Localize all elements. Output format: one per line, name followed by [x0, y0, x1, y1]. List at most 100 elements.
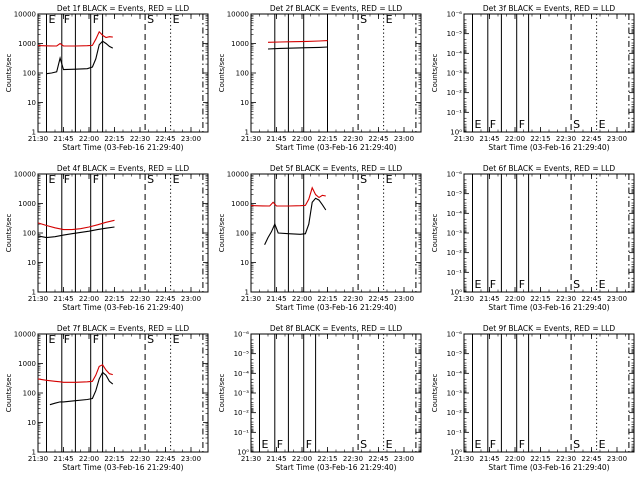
x-tick-label: 23:00 [394, 295, 414, 303]
y-tick-label: 10⁰ [450, 289, 462, 297]
x-tick-label: 21:45 [53, 455, 73, 463]
series-line [267, 46, 328, 50]
y-tick-label: 10⁻² [447, 249, 463, 257]
y-tick-label: 10⁻⁴ [447, 210, 463, 218]
chart-title: Det 9f BLACK = Events, RED = LLD [483, 324, 616, 333]
event-marker-label: S [573, 118, 580, 131]
x-tick-label: 22:45 [581, 135, 601, 143]
y-axis-label: Counts/sec [218, 214, 226, 253]
x-tick-label: 22:15 [317, 295, 337, 303]
y-tick-label: 10⁻¹ [447, 269, 463, 277]
panel-6: Det 6f BLACK = Events, RED = LLD 10⁰ 10⁻¹ 1… [431, 164, 635, 312]
series-line [267, 40, 328, 43]
event-marker-label: E [599, 438, 606, 451]
plot-frame [250, 333, 422, 453]
x-tick-label: 21:30 [28, 135, 48, 143]
x-tick-label: 21:30 [454, 455, 474, 463]
y-axis-label: Counts/sec [431, 374, 439, 413]
x-tick-label: 22:00 [292, 295, 312, 303]
y-tick-label: 10⁻⁴ [447, 370, 463, 378]
series-line [264, 197, 327, 245]
event-marker-label: F [64, 333, 70, 346]
y-axis-label: Counts/sec [5, 214, 13, 253]
y-tick-label: 10000 [227, 171, 249, 179]
x-tick-label: 21:30 [241, 135, 261, 143]
event-marker-label: F [490, 438, 496, 451]
x-tick-label: 21:30 [28, 455, 48, 463]
chart-title: Det 3f BLACK = Events, RED = LLD [483, 4, 616, 13]
y-axis-label: Counts/sec [431, 214, 439, 253]
x-axis-label: Start Time (03-Feb-16 21:29:40) [62, 303, 183, 312]
x-tick-label: 22:15 [530, 295, 550, 303]
x-tick-label: 22:15 [530, 455, 550, 463]
x-tick-label: 22:15 [317, 455, 337, 463]
y-tick-label: 10⁰ [237, 449, 249, 457]
y-tick-label: 10⁻⁵ [447, 30, 463, 38]
x-axis-label: Start Time (03-Feb-16 21:29:40) [275, 463, 396, 472]
y-tick-label: 10⁻⁶ [447, 11, 463, 19]
x-tick-label: 23:00 [181, 295, 201, 303]
y-tick-label: 10⁻¹ [447, 109, 463, 117]
y-tick-label: 10⁻⁴ [234, 370, 250, 378]
y-tick-label: 10⁻⁵ [234, 350, 250, 358]
y-tick-label: 1000 [18, 40, 36, 48]
plot-frame [250, 13, 422, 133]
y-tick-label: 10⁻⁴ [447, 50, 463, 58]
x-axis-label: Start Time (03-Feb-16 21:29:40) [62, 463, 183, 472]
y-tick-label: 10000 [14, 171, 36, 179]
y-axis-label: Counts/sec [431, 54, 439, 93]
panel-8: Det 8f BLACK = Events, RED = LLD 10⁰ 10⁻¹ 1… [218, 324, 422, 472]
x-tick-label: 22:30 [343, 295, 363, 303]
x-axis-label: Start Time (03-Feb-16 21:29:40) [275, 143, 396, 152]
y-tick-label: 10 [240, 259, 249, 267]
y-tick-label: 1000 [18, 200, 36, 208]
y-tick-label: 100 [23, 390, 36, 398]
panel-7: Det 7f BLACK = Events, RED = LLD 1 10 100 10… [5, 324, 209, 472]
y-tick-label: 10 [240, 99, 249, 107]
event-marker-label: E [49, 333, 56, 346]
event-marker-label: E [173, 173, 180, 186]
x-tick-label: 22:45 [155, 135, 175, 143]
y-tick-label: 1 [245, 129, 249, 137]
series-line [46, 40, 114, 75]
event-marker-label: E [173, 333, 180, 346]
event-marker-label: F [93, 13, 99, 26]
x-tick-label: 22:00 [292, 455, 312, 463]
x-axis-label: Start Time (03-Feb-16 21:29:40) [488, 303, 609, 312]
y-tick-label: 1 [32, 129, 36, 137]
series-line [37, 219, 115, 231]
event-marker-label: F [519, 278, 525, 291]
event-marker-label: F [277, 438, 283, 451]
y-tick-label: 1 [245, 289, 249, 297]
event-marker-label: E [475, 118, 482, 131]
x-tick-label: 21:45 [266, 295, 286, 303]
plot-frame [463, 173, 635, 293]
event-marker-label: F [64, 13, 70, 26]
event-marker-label: E [386, 13, 393, 26]
y-tick-label: 10000 [14, 11, 36, 19]
y-tick-label: 10 [27, 419, 36, 427]
x-tick-label: 22:15 [104, 455, 124, 463]
panel-3: Det 3f BLACK = Events, RED = LLD 10⁰ 10⁻¹ 1… [431, 4, 635, 152]
panel-5: Det 5f BLACK = Events, RED = LLD 1 10 100 10… [218, 164, 422, 312]
series-line [49, 371, 114, 406]
x-tick-label: 22:45 [368, 295, 388, 303]
x-tick-label: 22:30 [130, 135, 150, 143]
plot-frame [463, 333, 635, 453]
x-tick-label: 22:00 [79, 135, 99, 143]
x-tick-label: 23:00 [181, 455, 201, 463]
y-tick-label: 10000 [14, 331, 36, 339]
x-tick-label: 21:45 [53, 295, 73, 303]
x-tick-label: 22:45 [581, 455, 601, 463]
event-marker-label: F [490, 118, 496, 131]
y-tick-label: 100 [236, 70, 249, 78]
x-tick-label: 22:30 [343, 135, 363, 143]
event-marker-label: F [519, 118, 525, 131]
x-tick-label: 22:30 [556, 295, 576, 303]
y-tick-label: 10⁻³ [234, 390, 250, 398]
series-line [37, 30, 113, 47]
x-tick-label: 21:30 [241, 455, 261, 463]
y-tick-label: 1 [32, 449, 36, 457]
x-tick-label: 22:15 [104, 295, 124, 303]
event-marker-label: E [599, 278, 606, 291]
